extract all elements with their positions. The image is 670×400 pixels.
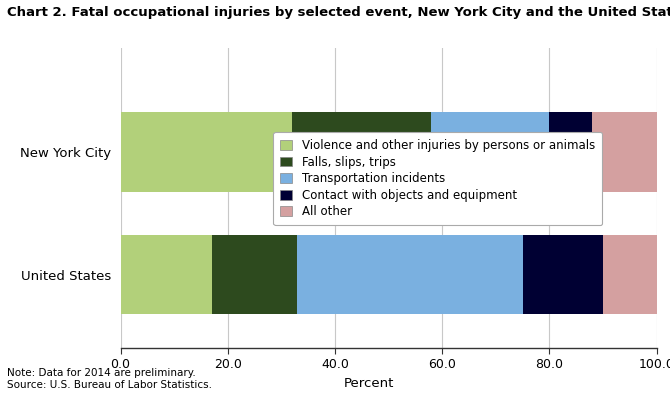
- Bar: [603, 235, 657, 314]
- Bar: [523, 235, 603, 314]
- Bar: [431, 112, 549, 192]
- Text: Chart 2. Fatal occupational injuries by selected event, New York City and the Un: Chart 2. Fatal occupational injuries by …: [7, 6, 670, 19]
- Text: Percent: Percent: [343, 377, 394, 390]
- Bar: [121, 235, 212, 314]
- Bar: [121, 112, 292, 192]
- Legend: Violence and other injuries by persons or animals, Falls, slips, trips, Transpor: Violence and other injuries by persons o…: [273, 132, 602, 225]
- Bar: [292, 112, 431, 192]
- Bar: [297, 235, 523, 314]
- Text: Note: Data for 2014 are preliminary.
Source: U.S. Bureau of Labor Statistics.: Note: Data for 2014 are preliminary. Sou…: [7, 368, 212, 390]
- Bar: [549, 112, 592, 192]
- Bar: [212, 235, 297, 314]
- Bar: [592, 112, 657, 192]
